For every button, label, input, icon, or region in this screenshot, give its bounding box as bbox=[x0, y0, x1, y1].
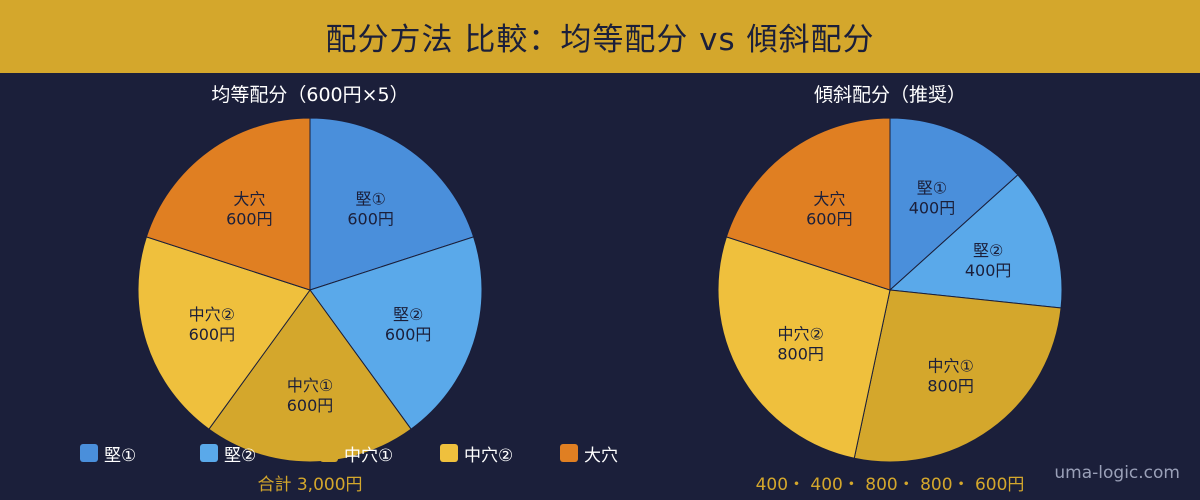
slice-value-label: 600円 bbox=[287, 396, 334, 415]
slice-category-label: 大穴 bbox=[813, 190, 845, 209]
slice-value-label: 600円 bbox=[347, 210, 394, 229]
legend-label: 中穴② bbox=[464, 445, 514, 466]
slice-category-label: 中穴① bbox=[927, 356, 973, 375]
slice-category-label: 堅① bbox=[355, 190, 385, 209]
pie-slice bbox=[888, 174, 1063, 309]
slice-category-label: 堅① bbox=[917, 179, 947, 198]
legend-swatch bbox=[320, 444, 338, 462]
legend-swatch bbox=[200, 444, 218, 462]
pie-slice bbox=[145, 117, 311, 291]
slice-value-label: 800円 bbox=[777, 345, 824, 364]
slice-category-label: 大穴 bbox=[233, 190, 265, 209]
legend-item: 堅② bbox=[200, 441, 257, 466]
allocation-summary: 400・ 400・ 800・ 800・ 600円 bbox=[755, 475, 1025, 495]
pie-slice bbox=[208, 289, 412, 463]
slice-value-label: 400円 bbox=[909, 199, 956, 218]
pie-slice bbox=[889, 117, 1019, 292]
pie-slice bbox=[309, 117, 475, 291]
legend-item: 大穴 bbox=[560, 441, 618, 466]
pie-slice bbox=[137, 236, 311, 430]
legend-item: 中穴① bbox=[320, 441, 394, 466]
chart-title: 配分方法 比較：均等配分 vs 傾斜配分 bbox=[325, 22, 875, 58]
legend-label: 堅② bbox=[224, 445, 257, 466]
slice-value-label: 600円 bbox=[189, 325, 236, 344]
slice-category-label: 中穴② bbox=[777, 325, 823, 344]
slice-category-label: 中穴① bbox=[287, 376, 333, 395]
legend-label: 大穴 bbox=[584, 445, 618, 466]
pie-title-sloped: 傾斜配分（推奨） bbox=[813, 84, 966, 106]
slice-category-label: 中穴② bbox=[189, 305, 235, 324]
pie-slice bbox=[853, 289, 1062, 463]
legend-item: 中穴② bbox=[440, 441, 514, 466]
slice-value-label: 400円 bbox=[965, 261, 1012, 280]
total-label: 合計 3,000円 bbox=[257, 475, 363, 495]
slice-category-label: 堅② bbox=[393, 305, 423, 324]
slice-category-label: 堅② bbox=[973, 241, 1003, 260]
watermark: uma-logic.com bbox=[1054, 463, 1180, 483]
legend-swatch bbox=[560, 444, 578, 462]
legend-swatch bbox=[440, 444, 458, 462]
pie-slice bbox=[309, 236, 483, 430]
slice-value-label: 600円 bbox=[806, 210, 853, 229]
legend-label: 堅① bbox=[104, 445, 137, 466]
title-banner: 配分方法 比較：均等配分 vs 傾斜配分 bbox=[0, 0, 1200, 73]
slice-value-label: 600円 bbox=[226, 210, 273, 229]
slice-value-label: 600円 bbox=[385, 325, 432, 344]
legend-item: 堅① bbox=[80, 441, 137, 466]
legend-label: 中穴① bbox=[344, 445, 394, 466]
legend: 堅① 堅② 中穴① 中穴② 大穴 bbox=[80, 441, 680, 466]
legend-swatch bbox=[80, 444, 98, 462]
pie-slice bbox=[725, 117, 891, 291]
pie-title-equal: 均等配分（600円×5） bbox=[211, 84, 409, 106]
slice-value-label: 800円 bbox=[927, 376, 974, 395]
pie-slice bbox=[717, 236, 891, 459]
